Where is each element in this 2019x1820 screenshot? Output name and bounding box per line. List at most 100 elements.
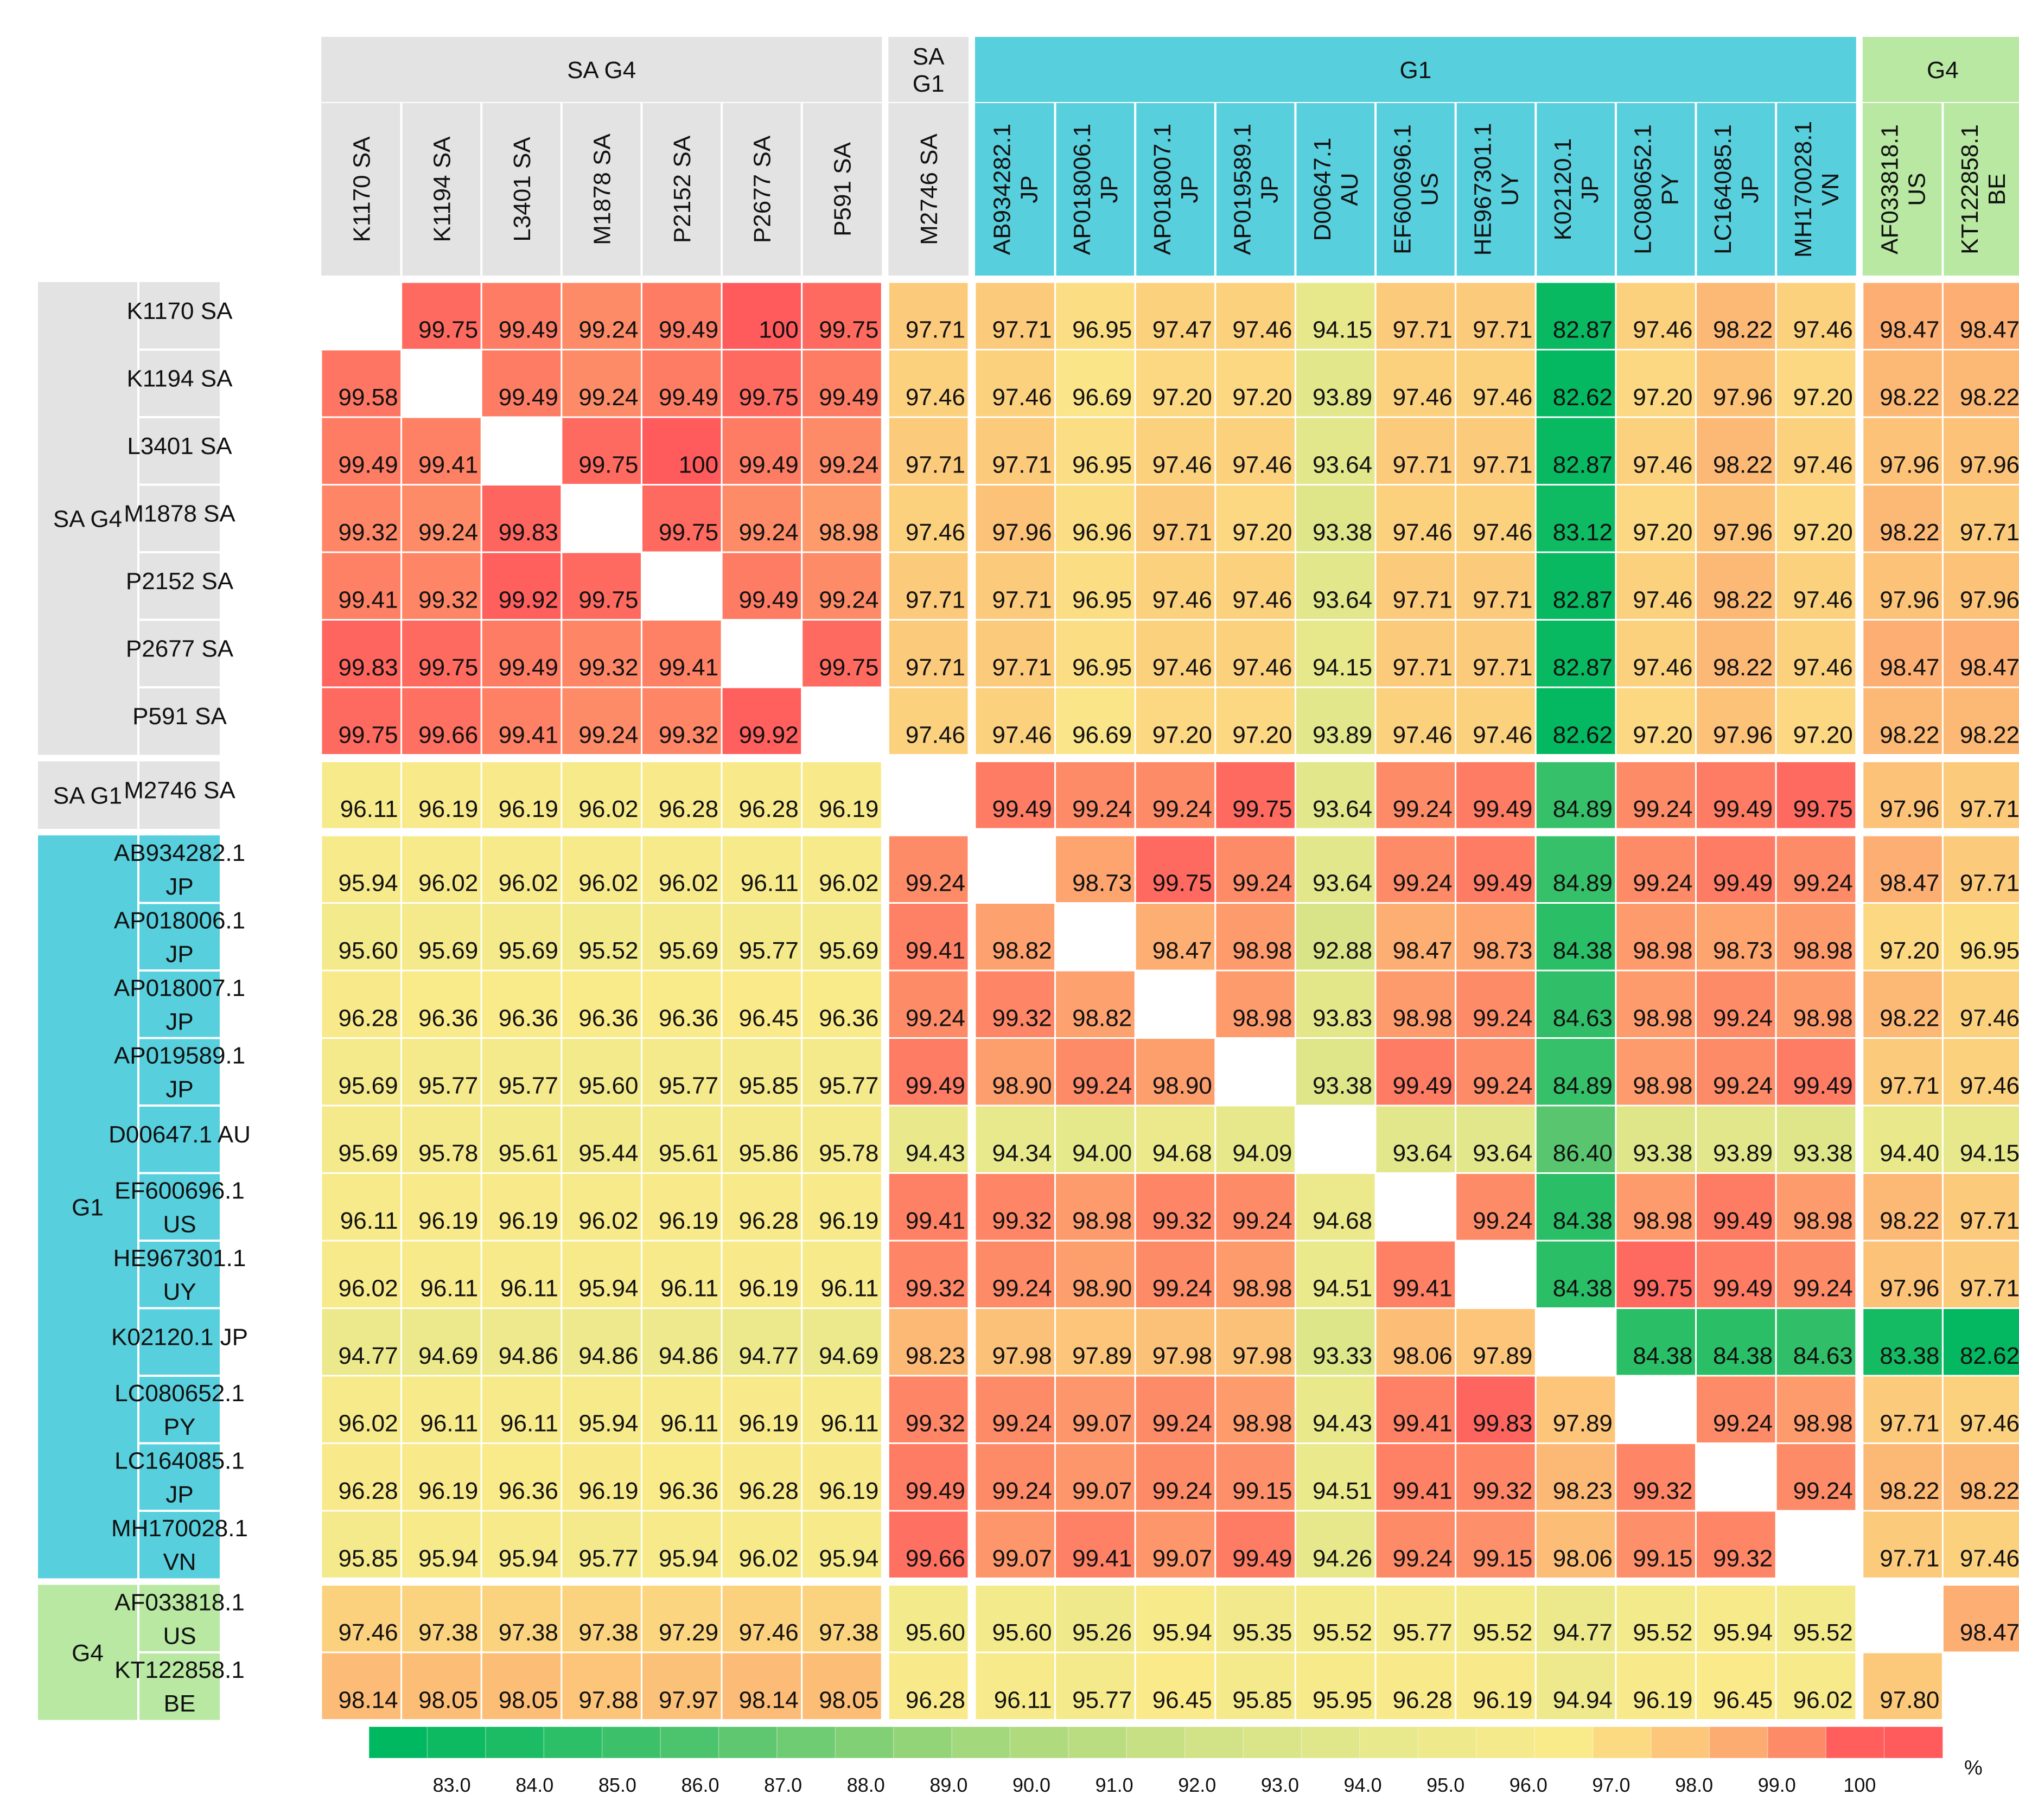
cell-value: 94.86 bbox=[499, 1343, 558, 1369]
cell-value: 98.22 bbox=[1880, 1208, 1939, 1234]
legend-tick: 95.0 bbox=[1426, 1774, 1464, 1796]
heatmap-cell bbox=[1214, 1307, 1296, 1377]
legend-swatch bbox=[1068, 1726, 1128, 1759]
heatmap-cell bbox=[1695, 902, 1777, 972]
cell-value: 97.71 bbox=[906, 654, 965, 681]
heatmap-cell bbox=[974, 1375, 1056, 1444]
col-group-bg bbox=[1862, 37, 2019, 102]
heatmap-cell bbox=[1054, 1037, 1136, 1107]
cell-value: 98.98 bbox=[1232, 1005, 1292, 1032]
heatmap-cell bbox=[1534, 1651, 1617, 1721]
cell-value: 99.49 bbox=[906, 1072, 965, 1099]
cell-value: 99.49 bbox=[1393, 1072, 1453, 1099]
column-label: LC080652.1PY bbox=[1630, 124, 1684, 254]
heatmap-cell bbox=[1534, 619, 1617, 688]
heatmap-cell bbox=[1054, 484, 1136, 553]
cell-value: 95.77 bbox=[739, 937, 799, 964]
heatmap-cell bbox=[320, 902, 403, 972]
cell-value: 94.43 bbox=[906, 1140, 965, 1167]
cell-value: 98.73 bbox=[1713, 937, 1773, 964]
cell-value: 97.46 bbox=[1960, 1410, 2019, 1437]
legend-swatch bbox=[1534, 1726, 1594, 1759]
legend-swatch bbox=[1417, 1726, 1477, 1759]
heatmap-cell bbox=[1134, 902, 1217, 972]
cell-value: 97.71 bbox=[1960, 1208, 2019, 1234]
heatmap-cell bbox=[801, 1584, 883, 1653]
cell-value: 99.32 bbox=[1633, 1478, 1692, 1504]
heatmap-cell bbox=[974, 619, 1056, 688]
cell-value: 98.23 bbox=[1553, 1478, 1613, 1504]
legend-tick: 94.0 bbox=[1344, 1774, 1382, 1796]
legend-swatch bbox=[1475, 1726, 1536, 1759]
cell-value: 99.49 bbox=[499, 654, 558, 681]
cell-value: 99.58 bbox=[339, 384, 398, 411]
heatmap-cell bbox=[1054, 1307, 1136, 1377]
heatmap-cell bbox=[1294, 349, 1377, 418]
heatmap-cell bbox=[640, 902, 723, 972]
cell-value: 97.96 bbox=[992, 519, 1052, 546]
heatmap-cell bbox=[801, 281, 883, 350]
cell-value: 99.49 bbox=[739, 587, 799, 614]
cell-value: 82.87 bbox=[1553, 317, 1613, 343]
heatmap-cell bbox=[1455, 834, 1537, 904]
heatmap-cell bbox=[1134, 551, 1217, 621]
cell-value: 98.73 bbox=[1072, 870, 1132, 897]
cell-value: 95.69 bbox=[819, 937, 878, 964]
cell-value: 95.94 bbox=[499, 1546, 558, 1572]
heatmap-cell bbox=[974, 551, 1056, 621]
heatmap-cell bbox=[480, 1584, 563, 1653]
legend-tick: 100 bbox=[1843, 1774, 1876, 1796]
heatmap-cell bbox=[1862, 1651, 1944, 1721]
heatmap-cell bbox=[1214, 619, 1296, 688]
col-label-bg bbox=[321, 103, 882, 276]
cell-value: 99.49 bbox=[992, 796, 1052, 822]
heatmap-cell bbox=[887, 1584, 970, 1653]
heatmap-cell bbox=[1862, 1172, 1944, 1242]
legend-swatch bbox=[718, 1726, 778, 1759]
heatmap-cell bbox=[1455, 969, 1537, 1039]
cell-value: 97.98 bbox=[992, 1343, 1052, 1369]
cell-value: 96.95 bbox=[1072, 654, 1132, 681]
cell-value: 98.47 bbox=[1880, 654, 1939, 681]
cell-value: 98.98 bbox=[1633, 937, 1692, 964]
cell-value: 99.32 bbox=[992, 1005, 1052, 1032]
heatmap-cell bbox=[1941, 1584, 2019, 1653]
cell-value: 98.22 bbox=[1713, 654, 1773, 681]
cell-value: 96.36 bbox=[499, 1478, 558, 1504]
heatmap-cell bbox=[480, 969, 563, 1039]
column-label: HE967301.1UY bbox=[1469, 123, 1523, 256]
cell-value: 99.24 bbox=[1713, 1005, 1773, 1032]
heatmap-cell bbox=[1534, 1584, 1617, 1653]
row-label: K1194 SA bbox=[127, 366, 233, 392]
cell-value: 99.49 bbox=[1232, 1546, 1292, 1572]
heatmap-cell bbox=[1695, 1307, 1777, 1377]
heatmap-cell bbox=[1134, 1307, 1217, 1377]
cell-value: 84.63 bbox=[1553, 1005, 1613, 1032]
legend-swatch bbox=[951, 1726, 1011, 1759]
cell-value: 97.46 bbox=[992, 722, 1052, 749]
cell-value: 99.75 bbox=[659, 519, 718, 546]
cell-value: 99.75 bbox=[1793, 796, 1853, 822]
cell-value: 99.15 bbox=[1473, 1546, 1532, 1572]
cell-value: 97.46 bbox=[1793, 452, 1853, 478]
cell-value: 84.38 bbox=[1553, 937, 1613, 964]
heatmap-cell bbox=[1054, 686, 1136, 756]
cell-value: 97.71 bbox=[1393, 587, 1453, 614]
heatmap-cell bbox=[400, 834, 482, 904]
heatmap-cell bbox=[640, 969, 723, 1039]
column-label: P591 SA bbox=[829, 142, 856, 237]
heatmap-cell bbox=[1214, 1104, 1296, 1174]
heatmap-cell bbox=[1862, 619, 1944, 688]
heatmap-cell bbox=[1862, 761, 1944, 830]
column-group-headers: SA G4 SA G1 G1 G4 bbox=[321, 37, 2019, 102]
heatmap-cell bbox=[1134, 761, 1217, 830]
cell-value: 95.60 bbox=[578, 1072, 638, 1099]
cell-value: 98.06 bbox=[1553, 1546, 1613, 1572]
cell-value: 99.24 bbox=[1793, 1275, 1853, 1302]
cell-value: 99.41 bbox=[1393, 1410, 1453, 1437]
cell-value: 95.69 bbox=[499, 937, 558, 964]
heatmap-cell bbox=[1941, 1240, 2019, 1309]
heatmap-cell bbox=[801, 761, 883, 830]
cell-value: 95.61 bbox=[659, 1140, 718, 1167]
cell-value: 97.96 bbox=[1880, 587, 1939, 614]
